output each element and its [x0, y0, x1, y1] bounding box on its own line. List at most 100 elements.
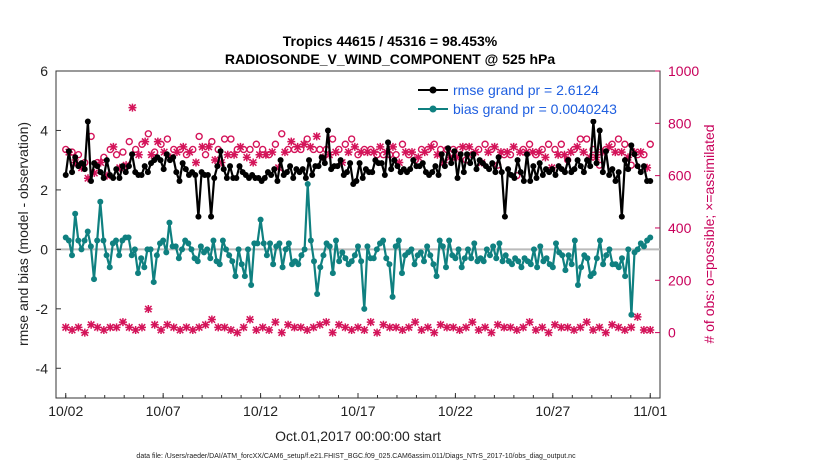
y-tick-label: -4 — [36, 360, 49, 376]
rmse-point — [65, 148, 72, 155]
obs-count-low-point — [290, 323, 299, 332]
rmse-point — [122, 169, 129, 176]
obs-possible-point — [341, 140, 349, 148]
rmse-point — [470, 151, 477, 158]
bias-point — [442, 264, 449, 271]
x-axis-label: Oct.01,2017 00:00:00 start — [275, 428, 441, 444]
obs-assimilated-point — [293, 142, 302, 151]
bias-point — [210, 237, 217, 244]
obs-count-low-point — [474, 325, 483, 334]
bias-series — [62, 180, 654, 318]
bias-point — [565, 252, 572, 259]
obs-assimilated-point — [604, 142, 613, 151]
obs-count-low-point — [176, 325, 185, 334]
obs-count-low-point — [201, 320, 210, 329]
bias-point — [603, 252, 610, 259]
obs-assimilated-point — [141, 137, 150, 146]
bias-point — [314, 290, 321, 297]
bias-point — [590, 270, 597, 277]
obs-assimilated-point — [490, 142, 499, 151]
obs-count-low-point — [519, 323, 528, 332]
obs-count-low-point — [411, 318, 420, 327]
rmse-point — [141, 163, 148, 170]
y-axis-label: rmse and bias (model - observation) — [15, 122, 31, 346]
bias-point — [499, 258, 506, 265]
obs-assimilated-point — [90, 169, 99, 178]
obs-assimilated-point — [223, 150, 232, 159]
rmse-point — [520, 177, 527, 184]
obs-assimilated-point — [331, 148, 340, 157]
rmse-point — [514, 157, 521, 164]
bias-point — [625, 246, 632, 253]
rmse-point — [438, 151, 445, 158]
rmse-point — [517, 169, 524, 176]
rmse-point — [179, 160, 186, 167]
bias-point — [647, 234, 654, 241]
obs-count-low-point — [620, 325, 629, 334]
bias-point — [480, 258, 487, 265]
bias-point — [329, 270, 336, 277]
obs-possible-point — [614, 135, 623, 143]
rmse-point — [359, 175, 366, 182]
rmse-point — [223, 175, 230, 182]
bias-point — [91, 276, 98, 283]
rmse-point — [144, 169, 151, 176]
rmse-point — [125, 163, 132, 170]
obs-assimilated-point — [191, 158, 200, 167]
y-right-tick-label: 200 — [668, 272, 692, 288]
rmse-point — [195, 213, 202, 220]
rmse-point — [347, 160, 354, 167]
rmse-point — [590, 118, 597, 125]
rmse-point — [204, 172, 211, 179]
obs-count-low-point — [271, 318, 280, 327]
bias-point — [301, 246, 308, 253]
obs-count-low-point — [608, 320, 617, 329]
obs-count-low-point — [582, 318, 591, 327]
obs-assimilated-point — [535, 148, 544, 157]
obs-assimilated-point — [172, 148, 181, 157]
rmse-point — [457, 151, 464, 158]
obs-assimilated-point — [471, 148, 480, 157]
obs-count-low-point — [220, 323, 229, 332]
data-file-footnote: data file: /Users/raeder/DAI/ATM_forcXX/… — [136, 453, 576, 460]
rmse-point — [97, 169, 104, 176]
bias-point — [389, 293, 396, 300]
obs-assimilated-point — [452, 153, 461, 162]
y-tick-label: 2 — [40, 182, 48, 198]
obs-assimilated-point — [230, 150, 239, 159]
rmse-point — [429, 169, 436, 176]
obs-count-low-point — [169, 323, 178, 332]
obs-assimilated-point — [414, 153, 423, 162]
rmse-point — [220, 166, 227, 173]
obs-count-low-point — [144, 305, 153, 314]
bias-point — [342, 255, 349, 262]
bias-point — [75, 237, 82, 244]
x-tick-label: 10/07 — [146, 403, 181, 419]
rmse-point — [268, 172, 275, 179]
obs-possible-point — [398, 140, 407, 148]
obs-assimilated-point — [643, 163, 652, 172]
obs-assimilated-point — [236, 142, 245, 151]
rmse-point — [337, 157, 344, 164]
obs-count-low-point — [544, 328, 553, 337]
bias-point — [166, 219, 173, 226]
rmse-series — [62, 118, 654, 220]
rmse-point — [119, 163, 126, 170]
rmse-point — [233, 175, 240, 182]
bias-point — [216, 261, 223, 268]
rmse-point — [530, 163, 537, 170]
obs-assimilated-point — [147, 150, 156, 159]
obs-count-low-point — [74, 323, 83, 332]
obs-count-low-point — [239, 323, 248, 332]
obs-count-low-point — [328, 328, 337, 337]
rmse-point — [69, 169, 76, 176]
rmse-point — [489, 160, 496, 167]
obs-count-low-point — [493, 320, 502, 329]
bias-point — [248, 282, 255, 289]
rmse-point — [445, 145, 452, 152]
obs-assimilated-point — [566, 148, 575, 157]
obs-assimilated-point — [496, 148, 505, 157]
rmse-point — [321, 160, 328, 167]
rmse-point — [170, 154, 177, 161]
obs-count-low-point — [512, 325, 521, 334]
